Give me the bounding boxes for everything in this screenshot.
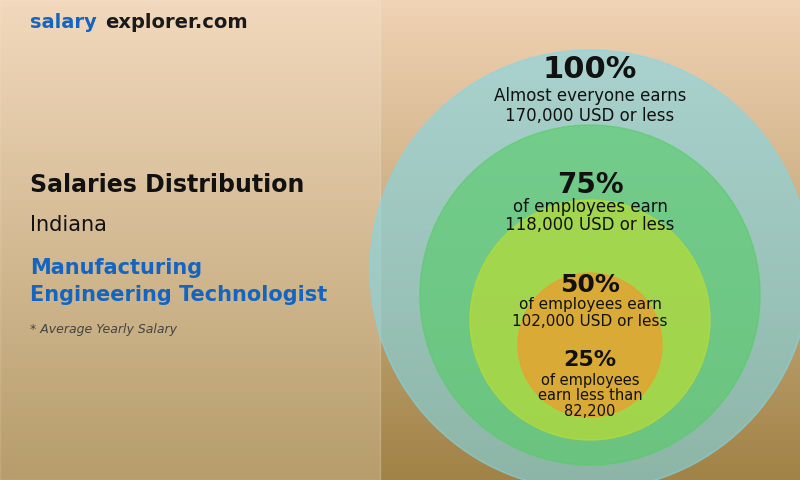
- Bar: [0, 224, 800, 233]
- Bar: [0, 136, 800, 145]
- Text: 50%: 50%: [560, 273, 620, 297]
- Text: Almost everyone earns: Almost everyone earns: [494, 87, 686, 105]
- Bar: [0, 208, 800, 217]
- Bar: [0, 304, 800, 313]
- Bar: [0, 272, 800, 281]
- Bar: [0, 352, 800, 361]
- Bar: [0, 56, 800, 65]
- Bar: [0, 192, 800, 201]
- Bar: [0, 464, 800, 473]
- Bar: [0, 264, 800, 273]
- Bar: [0, 200, 800, 209]
- Bar: [0, 448, 800, 457]
- Bar: [0, 280, 800, 289]
- Text: 118,000 USD or less: 118,000 USD or less: [506, 216, 674, 234]
- Bar: [0, 88, 800, 97]
- Bar: [0, 408, 800, 417]
- Bar: [0, 176, 800, 185]
- Text: explorer.com: explorer.com: [105, 12, 248, 32]
- Bar: [0, 0, 800, 9]
- Bar: [0, 8, 800, 17]
- Text: salary: salary: [30, 12, 97, 32]
- Text: Manufacturing: Manufacturing: [30, 258, 202, 278]
- Bar: [0, 96, 800, 105]
- Text: 75%: 75%: [557, 171, 623, 199]
- Text: 102,000 USD or less: 102,000 USD or less: [512, 314, 668, 329]
- Bar: [0, 80, 800, 89]
- Bar: [0, 296, 800, 305]
- Bar: [0, 384, 800, 393]
- Bar: [0, 400, 800, 409]
- Bar: [0, 328, 800, 337]
- Bar: [0, 344, 800, 353]
- Text: of employees earn: of employees earn: [518, 298, 662, 312]
- Text: 100%: 100%: [543, 56, 637, 84]
- Text: earn less than: earn less than: [538, 388, 642, 404]
- Bar: [0, 184, 800, 193]
- Bar: [0, 16, 800, 25]
- Bar: [0, 216, 800, 225]
- Bar: [0, 72, 800, 81]
- Bar: [0, 160, 800, 169]
- Bar: [0, 128, 800, 137]
- Bar: [0, 120, 800, 129]
- Text: 82,200: 82,200: [564, 405, 616, 420]
- Bar: [0, 240, 800, 249]
- Bar: [0, 152, 800, 161]
- Bar: [0, 144, 800, 153]
- Bar: [0, 24, 800, 33]
- Text: of employees: of employees: [541, 372, 639, 387]
- Bar: [0, 424, 800, 433]
- Circle shape: [420, 125, 760, 465]
- Circle shape: [370, 50, 800, 480]
- Text: * Average Yearly Salary: * Average Yearly Salary: [30, 324, 177, 336]
- Bar: [0, 456, 800, 465]
- Bar: [0, 32, 800, 41]
- Bar: [0, 248, 800, 257]
- Bar: [0, 232, 800, 241]
- Text: 25%: 25%: [563, 350, 617, 370]
- Bar: [0, 368, 800, 377]
- Bar: [0, 256, 800, 265]
- Bar: [0, 376, 800, 385]
- Circle shape: [470, 200, 710, 440]
- Bar: [0, 48, 800, 57]
- Bar: [0, 40, 800, 49]
- Text: 170,000 USD or less: 170,000 USD or less: [506, 107, 674, 125]
- Text: Engineering Technologist: Engineering Technologist: [30, 285, 327, 305]
- Bar: [0, 64, 800, 73]
- Text: of employees earn: of employees earn: [513, 198, 667, 216]
- Bar: [0, 320, 800, 329]
- Bar: [0, 288, 800, 297]
- Bar: [0, 360, 800, 369]
- Bar: [0, 168, 800, 177]
- Text: Indiana: Indiana: [30, 215, 107, 235]
- Text: Salaries Distribution: Salaries Distribution: [30, 173, 304, 197]
- Bar: [0, 0, 380, 480]
- Bar: [0, 392, 800, 401]
- Circle shape: [518, 273, 662, 417]
- Bar: [0, 336, 800, 345]
- Bar: [0, 432, 800, 441]
- Bar: [0, 312, 800, 321]
- Bar: [0, 472, 800, 480]
- Bar: [0, 104, 800, 113]
- Bar: [0, 112, 800, 121]
- Bar: [0, 440, 800, 449]
- Bar: [0, 416, 800, 425]
